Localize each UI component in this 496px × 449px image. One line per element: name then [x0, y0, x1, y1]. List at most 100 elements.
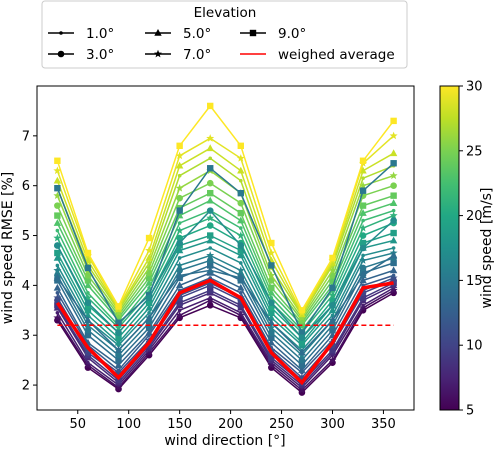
data-point: [298, 356, 306, 364]
data-point: [147, 311, 151, 315]
data-point: [84, 316, 92, 324]
colorbar-tick-label: 10: [466, 339, 483, 354]
data-point: [176, 194, 183, 202]
data-point: [114, 323, 123, 332]
data-point: [237, 251, 245, 259]
data-point: [53, 293, 62, 302]
data-point: [389, 266, 398, 274]
data-point: [206, 266, 214, 274]
data-point: [54, 242, 61, 249]
data-point: [238, 226, 243, 230]
data-point: [298, 334, 306, 342]
x-tick-label: 150: [167, 417, 192, 432]
data-point: [86, 360, 90, 365]
data-point: [361, 218, 365, 223]
data-point: [329, 346, 336, 354]
data-point: [114, 346, 123, 353]
data-point: [359, 166, 367, 174]
data-point: [175, 271, 184, 279]
data-point: [237, 247, 244, 254]
legend-entry: 7.0°: [145, 47, 211, 63]
data-point: [359, 223, 368, 232]
data-point: [207, 232, 214, 239]
data-point: [268, 309, 275, 316]
data-point: [359, 181, 368, 190]
data-point: [206, 257, 214, 264]
legend-entry: 3.0°: [48, 47, 114, 63]
legend-entry: 1.0°: [48, 26, 114, 42]
series-line: [56, 282, 394, 384]
data-point: [237, 302, 244, 309]
data-point: [390, 259, 397, 267]
data-point: [297, 313, 306, 322]
colorbar-ticks: 5 10 15 20 25 30: [459, 80, 483, 419]
data-point: [237, 216, 245, 224]
data-point: [390, 182, 397, 189]
series-line: [56, 262, 394, 367]
data-point: [175, 226, 184, 234]
legend: Elevation 1.0° 3.0° 5.0° 7.0° 9.0° weighed av…: [41, 0, 408, 69]
series-15-square: [54, 160, 397, 336]
data-point: [297, 373, 306, 381]
data-point: [53, 283, 62, 291]
data-point: [145, 278, 153, 286]
data-point: [84, 264, 92, 272]
data-point: [84, 332, 92, 339]
data-point: [267, 288, 276, 296]
data-point: [208, 246, 213, 250]
data-point: [145, 253, 153, 261]
data-point: [269, 296, 274, 300]
data-point: [238, 178, 243, 183]
plot-frame: [36, 85, 415, 411]
series-line: [56, 162, 395, 335]
colorbar-tick-label: 25: [466, 144, 483, 159]
data-point: [115, 356, 122, 364]
x-tick-label: 250: [269, 417, 294, 432]
data-point: [359, 187, 367, 194]
data-point: [359, 239, 367, 247]
data-point: [206, 213, 215, 222]
data-point: [175, 311, 184, 319]
series-line: [56, 269, 394, 372]
data-point: [206, 302, 214, 309]
data-point: [54, 249, 61, 257]
data-point: [114, 368, 123, 377]
data-point: [145, 263, 154, 272]
data-point: [237, 283, 245, 291]
legend-title: Elevation: [194, 5, 257, 21]
data-point: [84, 326, 92, 334]
data-point: [391, 246, 396, 250]
data-point: [206, 134, 215, 142]
data-point: [114, 383, 123, 391]
data-point: [236, 231, 245, 239]
y-tick-label: 7: [22, 129, 30, 144]
data-point: [359, 271, 367, 279]
data-point: [297, 385, 306, 394]
data-point: [389, 273, 398, 282]
data-point: [329, 254, 336, 262]
data-point: [175, 261, 184, 269]
data-point: [145, 303, 153, 311]
data-point: [359, 294, 367, 302]
data-point: [237, 199, 245, 207]
data-point: [83, 321, 92, 329]
data-point: [328, 266, 337, 274]
data-point: [267, 323, 276, 332]
data-point: [54, 202, 61, 209]
data-point: [206, 222, 214, 229]
data-point: [267, 360, 276, 369]
data-point: [268, 354, 275, 361]
data-point: [54, 184, 61, 192]
data-point: [145, 319, 153, 327]
legend-label: 7.0°: [183, 47, 211, 63]
data-point: [54, 157, 61, 164]
data-point: [145, 324, 153, 331]
series-13-triangle: [53, 266, 398, 373]
series-line: [56, 209, 394, 332]
data-point: [238, 261, 243, 265]
data-point: [298, 329, 306, 336]
data-point: [176, 239, 183, 247]
data-point: [177, 308, 182, 313]
data-point: [53, 266, 62, 274]
data-point: [390, 192, 397, 199]
